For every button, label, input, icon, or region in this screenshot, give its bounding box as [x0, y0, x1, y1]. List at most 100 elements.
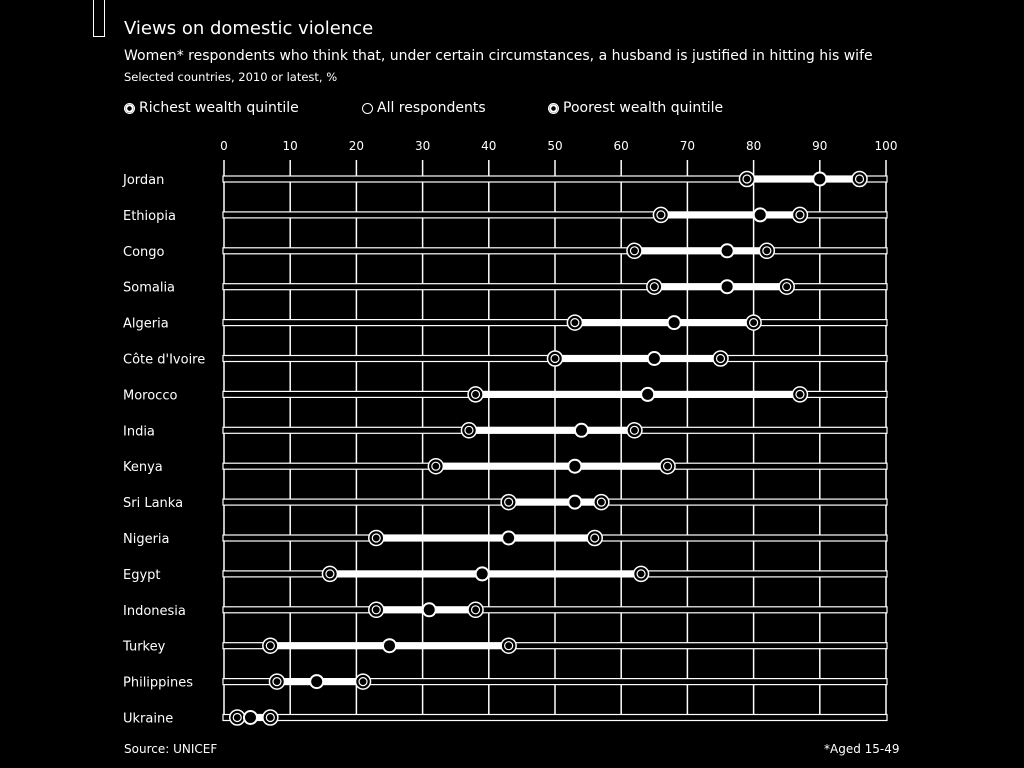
filled-marker-core — [648, 353, 660, 364]
ring-marker-inner — [470, 389, 481, 399]
data-point-all — [640, 386, 656, 402]
x-tick-label: 100 — [875, 139, 898, 153]
country-label: Congo — [123, 245, 165, 260]
x-tick-label: 20 — [349, 139, 364, 153]
ring-marker-inner — [358, 676, 368, 687]
ring-marker-inner — [431, 461, 441, 471]
data-point-poorest — [791, 386, 809, 403]
ring-marker — [738, 170, 756, 188]
ring-marker — [851, 170, 868, 188]
ring-marker-inner — [265, 641, 275, 651]
data-point-all — [567, 494, 583, 510]
data-point-richest — [460, 422, 478, 439]
data-point-richest — [321, 565, 339, 583]
ring-marker-inner — [629, 246, 640, 256]
data-point-all — [646, 351, 662, 366]
row-track — [222, 713, 888, 722]
range-bar — [746, 176, 860, 182]
filled-marker-icon — [362, 102, 373, 114]
data-point-all — [382, 638, 397, 654]
data-point-poorest — [791, 206, 809, 224]
source-note: Source: UNICEF — [124, 742, 218, 756]
data-point-poorest — [626, 422, 643, 439]
ring-marker-inner — [748, 318, 759, 328]
ring-marker — [321, 565, 339, 583]
ring-marker — [467, 601, 484, 619]
ring-marker — [712, 350, 729, 367]
ring-marker — [626, 422, 643, 439]
footnote: *Aged 15-49 — [824, 742, 900, 756]
ring-marker-inner — [570, 318, 580, 328]
filled-marker-core — [476, 568, 488, 580]
filled-marker-core — [569, 460, 581, 472]
range-bar — [555, 355, 721, 362]
ring-marker-inner — [629, 425, 640, 435]
chart-subtitle: Women* respondents who think that, under… — [124, 48, 873, 64]
filled-marker-core — [721, 281, 733, 293]
data-point-poorest — [354, 673, 372, 690]
ring-marker-inner — [596, 497, 606, 507]
filled-marker-core — [814, 173, 826, 185]
ring-marker — [652, 206, 670, 224]
ring-marker-inner — [464, 425, 474, 435]
ring-marker — [460, 422, 478, 439]
data-point-all — [573, 422, 589, 438]
data-point-richest — [228, 709, 246, 726]
ring-marker-inner — [795, 389, 805, 399]
data-point-poorest — [500, 637, 517, 654]
country-label: India — [123, 424, 155, 439]
ring-marker-inner — [662, 461, 673, 471]
filled-marker-core — [754, 209, 766, 221]
data-point-richest — [626, 242, 643, 260]
ring-marker — [262, 709, 279, 726]
filled-marker-core — [311, 676, 323, 688]
data-point-poorest — [586, 529, 603, 547]
data-point-poorest — [262, 709, 279, 726]
ring-marker-inner — [272, 676, 282, 687]
filled-marker-core — [575, 424, 587, 436]
row-track — [222, 319, 888, 327]
data-point-poorest — [851, 170, 868, 188]
x-tick-label: 80 — [746, 139, 761, 153]
data-point-richest — [566, 314, 584, 331]
ring-marker-inner — [504, 497, 514, 507]
data-point-richest — [546, 350, 564, 367]
ring-marker — [262, 637, 279, 654]
ring-marker-inner — [762, 246, 772, 256]
ring-marker — [268, 673, 286, 690]
country-label: Algeria — [123, 317, 169, 332]
filled-marker-core — [244, 712, 256, 723]
country-label: Ukraine — [123, 712, 173, 727]
data-point-all — [309, 674, 325, 690]
range-bar — [574, 319, 754, 326]
filled-marker-core — [384, 640, 395, 652]
x-tick-label: 30 — [415, 139, 430, 153]
ring-marker-inner — [550, 353, 560, 364]
data-point-poorest — [712, 350, 729, 367]
data-point-richest — [500, 493, 517, 511]
ring-marker — [427, 457, 445, 475]
row-track — [222, 175, 888, 183]
ring-marker-inner — [649, 282, 659, 292]
row-track — [222, 211, 888, 219]
ring-marker — [228, 709, 246, 726]
row-track — [222, 606, 888, 614]
country-label: Kenya — [123, 460, 163, 475]
range-bar — [634, 247, 767, 254]
data-point-all — [421, 602, 437, 618]
data-point-richest — [368, 601, 385, 619]
data-point-poorest — [778, 278, 795, 295]
range-bar — [508, 499, 602, 506]
row-track — [222, 283, 888, 291]
filled-marker-core — [569, 496, 581, 508]
country-label: Côte d'Ivoire — [123, 353, 205, 368]
data-point-richest — [262, 637, 279, 654]
legend-item-poorest: Poorest wealth quintile — [548, 100, 723, 116]
legend-item-richest: Richest wealth quintile — [124, 100, 299, 116]
data-point-richest — [738, 170, 756, 188]
ring-marker — [500, 637, 517, 654]
range-bar — [435, 463, 668, 470]
data-point-poorest — [659, 457, 676, 475]
data-point-all — [242, 710, 258, 725]
ring-marker-inner — [232, 712, 242, 723]
